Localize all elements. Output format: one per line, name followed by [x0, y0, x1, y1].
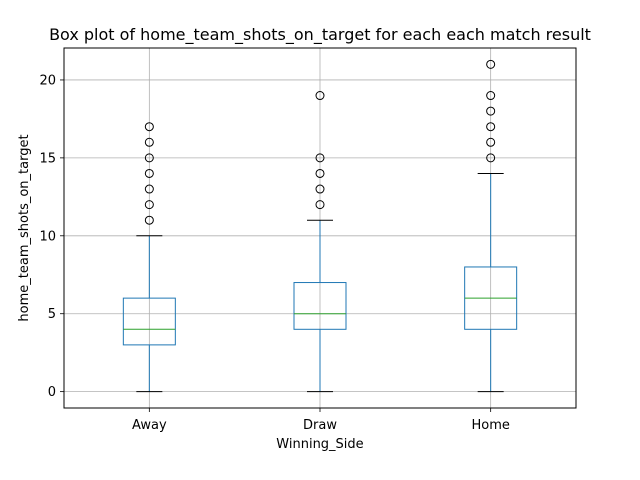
box-group-away — [122, 122, 176, 393]
outlier-point-away — [144, 137, 154, 147]
box-group-draw — [293, 91, 347, 393]
x-tick-label-home: Home — [471, 418, 509, 433]
outlier-point-away — [144, 168, 154, 178]
outlier-point-away — [144, 153, 154, 163]
outlier-point-home — [486, 59, 496, 69]
outlier-point-away — [144, 200, 154, 210]
y-tick-label: 20 — [39, 73, 56, 88]
x-axis-label: Winning_Side — [276, 437, 363, 452]
y-tick-label: 5 — [48, 307, 56, 322]
outlier-point-home — [486, 153, 496, 163]
outlier-point-home — [486, 91, 496, 101]
y-tick-label: 0 — [48, 385, 56, 400]
marks-layer — [122, 59, 518, 393]
chart-title: Box plot of home_team_shots_on_target fo… — [49, 25, 591, 45]
outlier-point-draw — [315, 168, 325, 178]
outlier-point-away — [144, 184, 154, 194]
outlier-point-draw — [315, 153, 325, 163]
outlier-point-home — [486, 137, 496, 147]
box-group-home — [464, 59, 518, 393]
outlier-point-draw — [315, 200, 325, 210]
ticks-layer: 0 5 10 15 20 Away Draw Home — [39, 73, 509, 433]
outlier-point-draw — [315, 184, 325, 194]
box-iqr-away — [122, 297, 176, 346]
y-tick-label: 15 — [39, 151, 56, 166]
x-tick-label-away: Away — [132, 418, 167, 433]
outlier-point-draw — [315, 91, 325, 101]
x-tick-label-draw: Draw — [303, 418, 337, 433]
y-axis-label: home_team_shots_on_target — [17, 134, 32, 321]
outlier-point-home — [486, 122, 496, 132]
box-iqr-draw — [293, 282, 347, 330]
y-tick-label: 10 — [39, 229, 56, 244]
outlier-point-home — [486, 106, 496, 116]
outlier-point-away — [144, 122, 154, 132]
outlier-point-away — [144, 215, 154, 225]
